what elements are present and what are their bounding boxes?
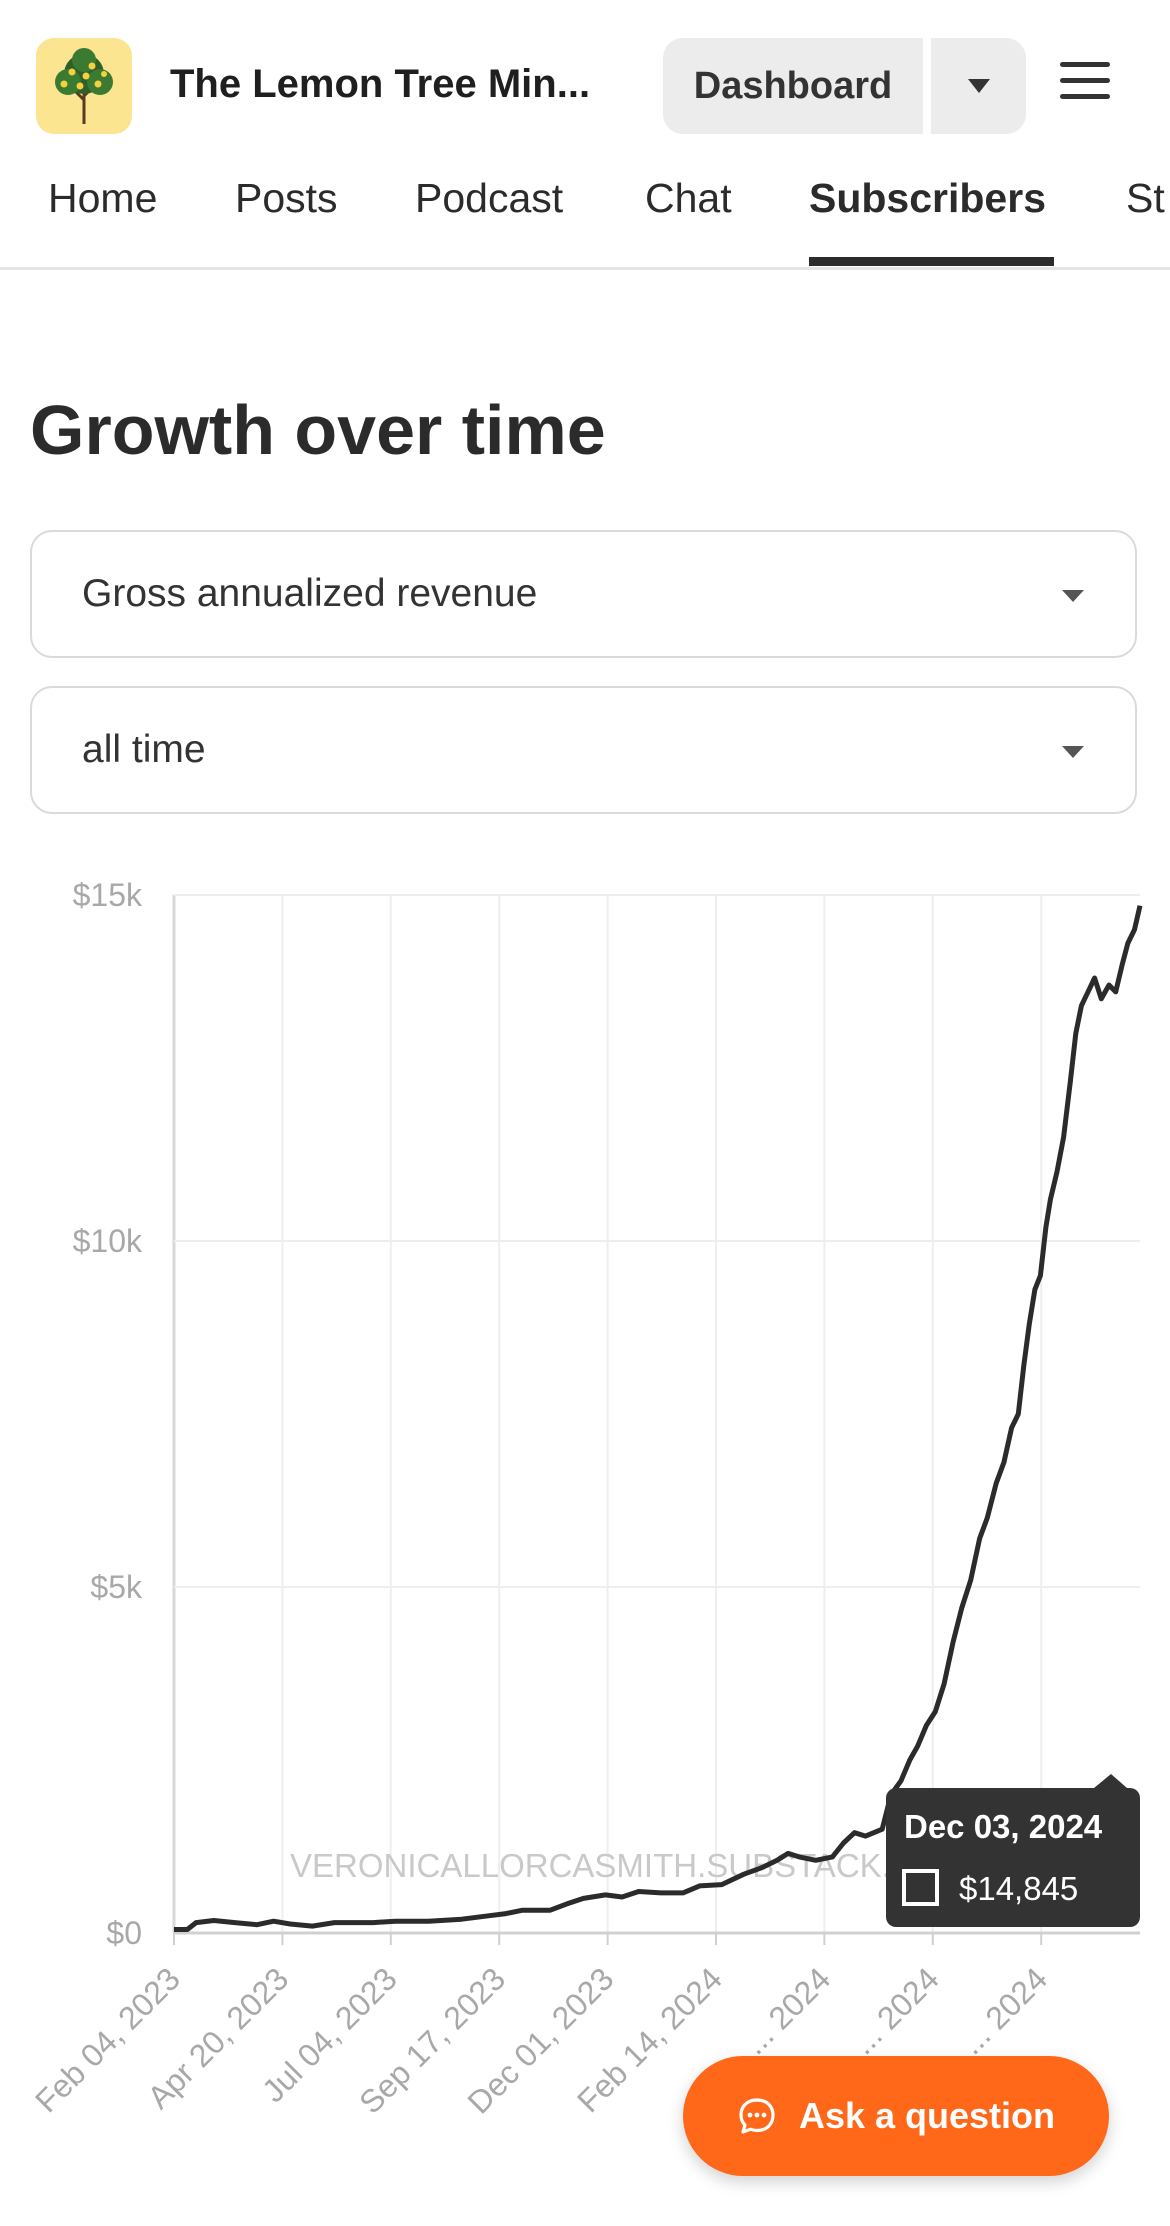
range-select[interactable]: all time [30,686,1137,814]
revenue-line [174,905,1143,1932]
x-tick-label: ... 2024 [845,1960,946,2061]
y-tick-label: $10k [73,1223,143,1259]
y-tick-label: $15k [73,877,143,913]
lemon-tree-icon [55,48,113,124]
dashboard-dropdown-button[interactable] [931,38,1026,134]
y-tick-label: $5k [90,1569,143,1605]
y-axis: $0 $5k $10k $15k [73,877,143,1951]
range-select-value: all time [82,728,206,771]
x-tick-label: ... 2024 [736,1960,837,2061]
tab-home[interactable]: Home [48,175,158,221]
tab-subscribers[interactable]: Subscribers [809,175,1046,221]
watermark: VERONICALLORCASMITH.SUBSTACK.COM [290,1847,968,1884]
tooltip-value: $14,845 [959,1870,1078,1907]
publication-title[interactable]: The Lemon Tree Min... [170,62,591,106]
hamburger-menu-icon[interactable] [1060,62,1110,110]
chevron-down-icon [1062,590,1084,602]
tooltip-date: Dec 03, 2024 [904,1808,1103,1845]
metric-select[interactable]: Gross annualized revenue [30,530,1137,658]
metric-select-value: Gross annualized revenue [82,572,538,615]
ask-question-label: Ask a question [798,2095,1056,2136]
x-tick-label: ... 2024 [953,1960,1054,2061]
chevron-down-icon [967,79,990,93]
publication-logo[interactable] [36,38,132,134]
section-tabs: Home Posts Podcast Chat Subscribers St [0,155,1170,270]
y-tick-label: $0 [106,1915,142,1951]
chart-tooltip: Dec 03, 2024 $14,845 [886,1774,1140,1927]
series-swatch [902,1869,939,1906]
tab-stats[interactable]: St [1126,175,1165,221]
tab-podcast[interactable]: Podcast [415,175,564,221]
tab-posts[interactable]: Posts [235,175,338,221]
chevron-down-icon [1062,746,1084,758]
tab-chat[interactable]: Chat [645,175,732,221]
top-bar: The Lemon Tree Min... Dashboard [0,0,1170,155]
active-tab-indicator [809,257,1054,266]
ask-question-button[interactable]: Ask a question [683,2056,1109,2176]
dashboard-button[interactable]: Dashboard [663,38,923,134]
chat-bubble-icon [737,2096,777,2136]
page-title: Growth over time [30,391,606,469]
chart-grid [172,894,1140,1935]
